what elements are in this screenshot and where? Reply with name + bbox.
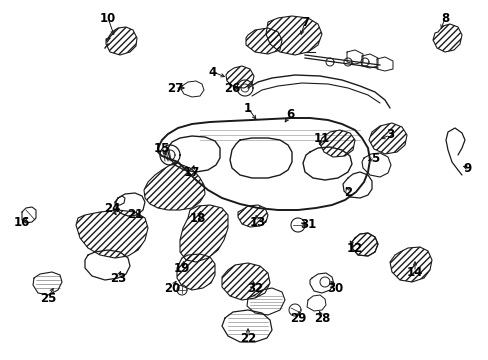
Text: 16: 16 [14, 216, 30, 229]
Text: 22: 22 [240, 332, 256, 345]
Text: 30: 30 [326, 282, 343, 294]
Text: 31: 31 [299, 219, 315, 231]
Text: 4: 4 [208, 66, 217, 78]
Text: 10: 10 [100, 12, 116, 24]
Text: 15: 15 [154, 141, 170, 154]
Text: 12: 12 [346, 242, 363, 255]
Text: 6: 6 [285, 108, 293, 122]
Text: 3: 3 [385, 129, 393, 141]
Text: 11: 11 [313, 131, 329, 144]
Text: 24: 24 [103, 202, 120, 215]
Text: 17: 17 [183, 166, 200, 179]
Text: 1: 1 [244, 102, 251, 114]
Text: 25: 25 [40, 292, 56, 305]
Text: 23: 23 [110, 271, 126, 284]
Text: 29: 29 [289, 311, 305, 324]
Text: 9: 9 [463, 162, 471, 175]
Text: 27: 27 [166, 81, 183, 94]
Text: 20: 20 [163, 282, 180, 294]
Text: 8: 8 [440, 12, 448, 24]
Text: 18: 18 [189, 211, 206, 225]
Text: 32: 32 [246, 282, 263, 294]
Text: 2: 2 [343, 185, 351, 198]
Text: 21: 21 [126, 208, 143, 221]
Text: 13: 13 [249, 216, 265, 229]
Text: 26: 26 [224, 81, 240, 94]
Text: 14: 14 [406, 266, 422, 279]
Text: 7: 7 [300, 15, 308, 28]
Text: 19: 19 [173, 261, 190, 274]
Text: 28: 28 [313, 311, 329, 324]
Text: 5: 5 [370, 152, 378, 165]
